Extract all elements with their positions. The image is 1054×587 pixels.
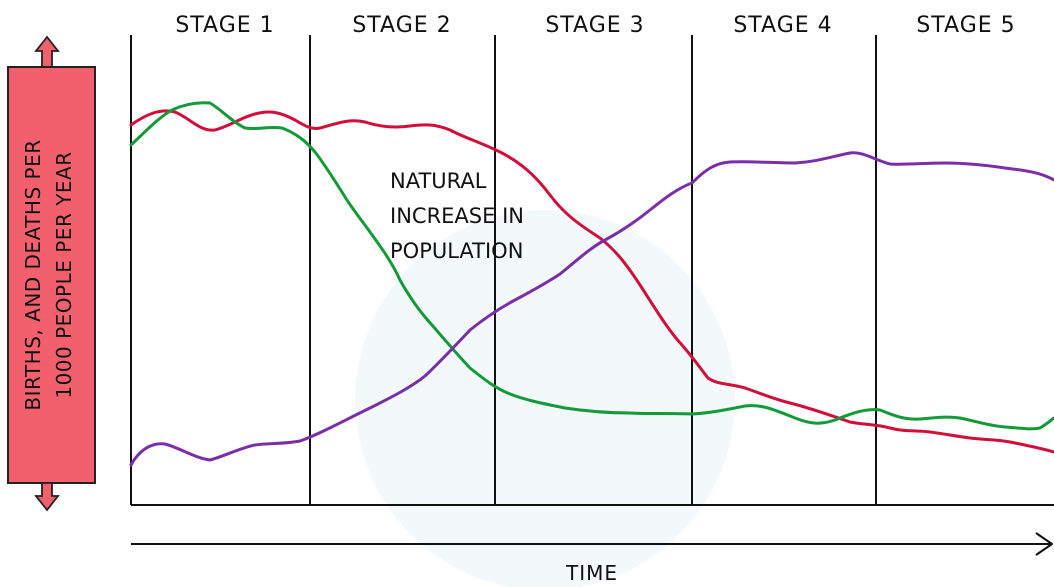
birth-rate-line (129, 109, 1054, 454)
down-arrow-icon (34, 482, 60, 512)
stage-label-5: STAGE 5 (916, 13, 1015, 38)
annotation-line-2: INCREASE IN (390, 204, 524, 228)
y-axis-label-box (7, 66, 96, 484)
y-axis-label-line-2: 1000 PEOPLE PER YEAR (52, 151, 76, 398)
x-axis-label: TIME (565, 561, 618, 585)
time-axis-arrow (131, 532, 1053, 556)
up-arrow-icon (34, 35, 60, 68)
annotation-line-3: POPULATION (390, 239, 523, 263)
y-axis-label-line-1: BIRTHS, AND DEATHS PER (21, 139, 45, 410)
annotation-line-1: NATURAL (390, 169, 487, 193)
stage-label-2: STAGE 2 (352, 13, 451, 38)
arrow-right-icon (1035, 532, 1053, 556)
population-line (129, 151, 1054, 467)
stage-label-4: STAGE 4 (733, 13, 832, 38)
stage-label-3: STAGE 3 (545, 13, 644, 38)
y-axis-label-group: BIRTHS, AND DEATHS PER 1000 PEOPLE PER Y… (7, 35, 96, 512)
death-rate-line (129, 101, 1054, 431)
stage-label-1: STAGE 1 (175, 13, 274, 38)
watermark (355, 210, 735, 587)
